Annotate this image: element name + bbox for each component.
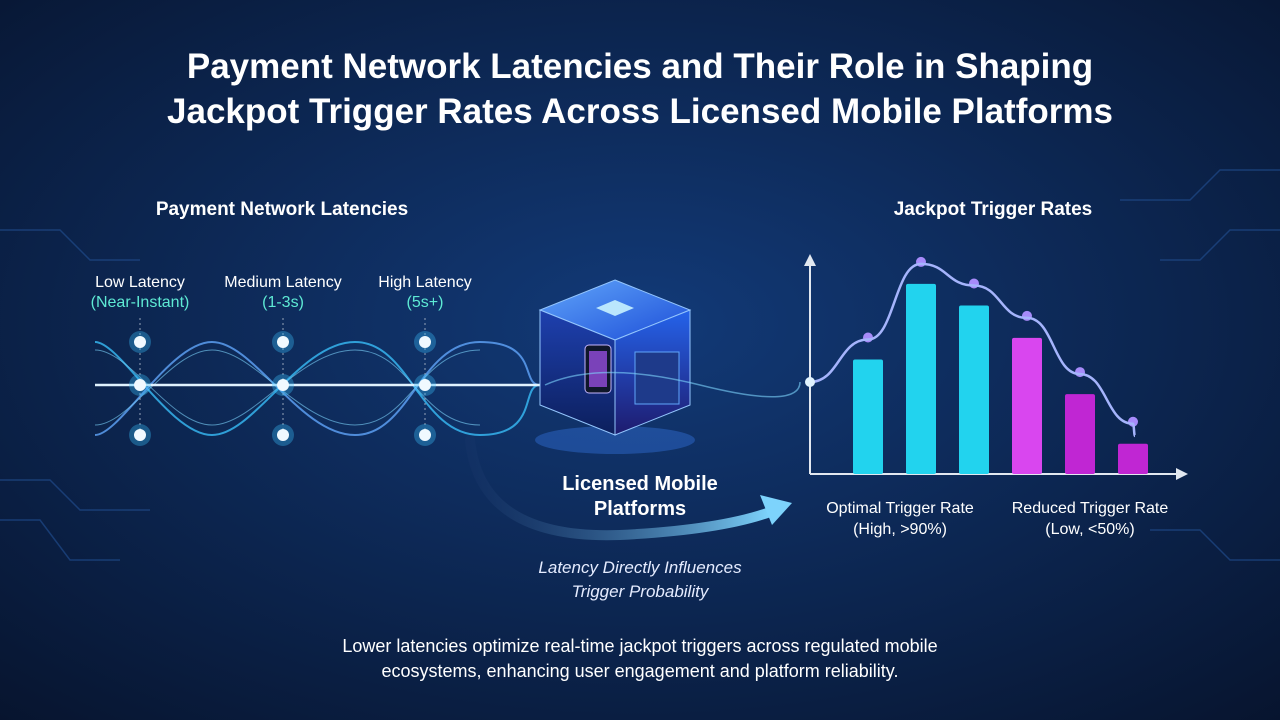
bar-lock (863, 332, 873, 343)
level-node (419, 429, 431, 441)
curve-start (805, 377, 815, 387)
bar (959, 305, 989, 474)
latency-waves (94, 340, 545, 437)
platform-label: Platforms (594, 498, 686, 520)
latency-detail: (1-3s) (262, 294, 304, 311)
level-node (419, 336, 431, 348)
platform-cube (535, 279, 695, 454)
latency-heading: Payment Network Latencies (156, 199, 408, 220)
trigger-detail: (High, >90%) (853, 521, 947, 538)
axis-arrow (804, 254, 816, 266)
platform-label: Licensed Mobile (562, 473, 718, 495)
influence-arrow (465, 435, 775, 541)
caption: Trigger Probability (572, 582, 710, 601)
latency-label: Medium Latency (224, 274, 341, 291)
bar (1118, 443, 1148, 474)
axis-arrow (1176, 468, 1188, 480)
bar (853, 359, 883, 474)
circuit-lines (0, 169, 1280, 561)
latency-detail: (5s+) (407, 294, 444, 311)
bar (1012, 337, 1042, 474)
level-node (277, 429, 289, 441)
trend-curve (809, 262, 1137, 438)
footer: ecosystems, enhancing user engagement an… (382, 661, 899, 681)
footer: Lower latencies optimize real-time jackp… (342, 636, 937, 656)
trigger-label: Reduced Trigger Rate (1012, 500, 1169, 517)
bar (906, 283, 936, 474)
trigger-detail: (Low, <50%) (1045, 521, 1134, 538)
latency-label: High Latency (378, 274, 471, 291)
trigger-label: Optimal Trigger Rate (826, 500, 974, 517)
level-node (277, 379, 289, 391)
caption: Latency Directly Influences (538, 558, 742, 577)
flow-line (544, 371, 801, 398)
bar (1065, 394, 1095, 474)
latency-label: Low Latency (95, 274, 185, 291)
arrow-head (760, 495, 792, 525)
level-node (134, 379, 146, 391)
trigger-heading: Jackpot Trigger Rates (894, 199, 1093, 220)
level-node (419, 379, 431, 391)
level-node (277, 336, 289, 348)
level-node (134, 429, 146, 441)
bar-lock (969, 278, 979, 289)
latency-detail: (Near-Instant) (91, 294, 190, 311)
level-node (134, 336, 146, 348)
title-line: Payment Network Latencies and Their Role… (187, 47, 1093, 86)
title-line: Jackpot Trigger Rates Across Licensed Mo… (167, 92, 1113, 131)
